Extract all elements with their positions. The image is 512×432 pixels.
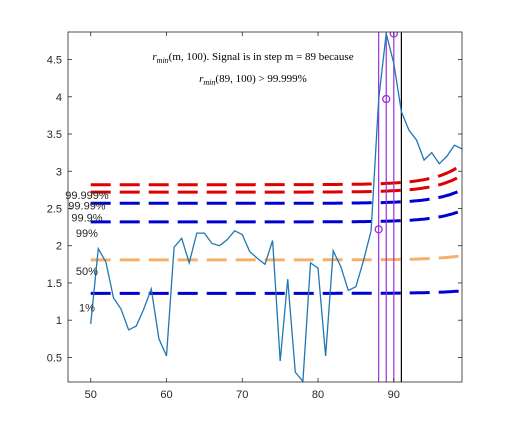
threshold-curve-5 <box>90 289 462 295</box>
y-tick-label: 0.5 <box>47 352 62 364</box>
signal-marker-2 <box>389 32 398 38</box>
y-tick-label: 4 <box>56 92 62 104</box>
y-tick-label: 4.5 <box>47 55 62 67</box>
signal-line <box>90 33 462 382</box>
x-tick-label: 50 <box>85 389 97 401</box>
x-tick-label: 90 <box>388 389 400 401</box>
signal-marker-1 <box>382 94 391 104</box>
x-tick-label: 80 <box>312 389 324 401</box>
threshold-label: 99.9% <box>71 212 102 224</box>
y-tick-label: 1.5 <box>47 278 62 290</box>
threshold-label: 50% <box>76 266 98 278</box>
threshold-curve-2 <box>90 188 462 205</box>
threshold-label: 99.99% <box>68 201 106 213</box>
annotation-line-2: rmin(89, 100) > 99.999% <box>199 73 307 87</box>
y-tick-label: 2.5 <box>47 203 62 215</box>
threshold-curve-1 <box>90 173 462 194</box>
x-tick-label: 70 <box>236 389 248 401</box>
threshold-label: 99% <box>76 228 98 240</box>
signal-marker-0 <box>374 225 383 234</box>
annotation-line-1: rmin(m, 100). Signal is in step m = 89 b… <box>152 51 353 65</box>
y-tick-label: 3 <box>56 166 62 178</box>
threshold-curve-3 <box>90 208 462 224</box>
x-tick-label: 60 <box>160 389 172 401</box>
threshold-curve-4 <box>90 254 462 262</box>
plot-area <box>90 32 462 382</box>
y-tick-label: 3.5 <box>47 129 62 141</box>
threshold-label: 99.999% <box>65 190 109 202</box>
y-tick-label: 1 <box>56 315 62 327</box>
y-tick-label: 2 <box>56 241 62 253</box>
axes-box <box>67 31 463 383</box>
threshold-curve-0 <box>90 162 462 187</box>
threshold-label: 1% <box>79 303 95 315</box>
